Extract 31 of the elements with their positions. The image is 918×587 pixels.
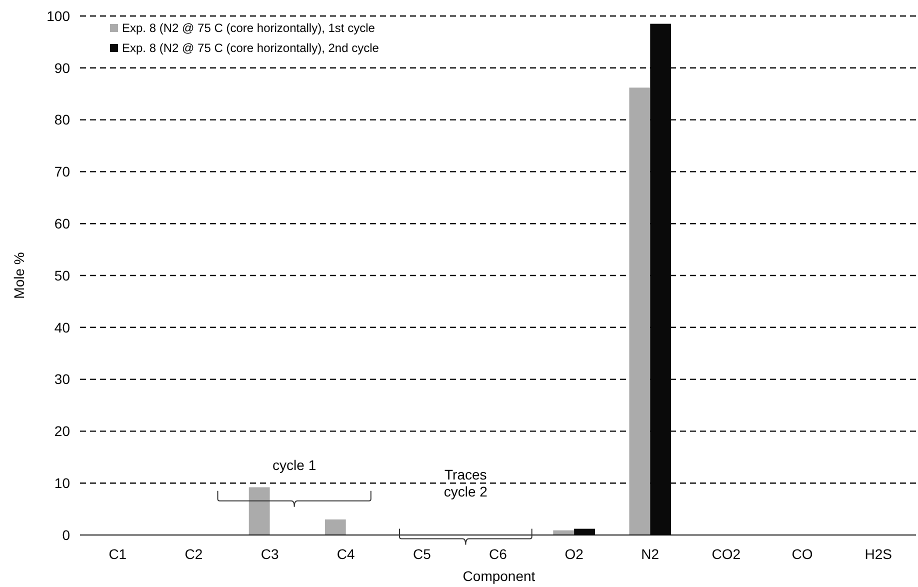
- x-tick-label: C2: [184, 546, 203, 562]
- y-tick-label: 10: [54, 475, 70, 491]
- legend-label: Exp. 8 (N2 @ 75 C (core horizontally), 1st cycle: [122, 21, 376, 36]
- y-tick-label: 20: [54, 423, 70, 440]
- annotation: Traces cycle 2: [444, 466, 488, 500]
- x-tick-label: O2: [564, 546, 584, 562]
- x-tick-label: H2S: [864, 546, 892, 562]
- y-tick-label: 30: [54, 371, 70, 388]
- y-axis-title: Mole %: [11, 252, 27, 299]
- legend-label: Exp. 8 (N2 @ 75 C (core horizontally), 2nd cycle: [122, 41, 380, 56]
- y-tick-label: 0: [62, 526, 70, 543]
- bar: [324, 519, 346, 535]
- y-tick-label: 60: [54, 216, 70, 232]
- x-tick-label: N2: [641, 546, 660, 562]
- x-tick-label: CO: [792, 546, 813, 562]
- y-tick-label: 40: [54, 319, 70, 336]
- y-tick-label: 70: [54, 164, 70, 180]
- x-tick-label: C4: [336, 546, 356, 562]
- annotation: cycle 1: [272, 457, 316, 474]
- bar: [629, 88, 650, 535]
- y-tick-label: 90: [54, 60, 70, 76]
- x-tick-label: C6: [489, 546, 508, 562]
- bar: [248, 487, 270, 535]
- y-tick-label: 100: [46, 8, 70, 24]
- x-axis-title: Component: [462, 568, 536, 584]
- x-tick-label: C1: [108, 546, 127, 562]
- x-tick-label: C5: [412, 546, 432, 562]
- y-tick-label: 80: [54, 112, 70, 128]
- x-tick-label: CO2: [712, 546, 741, 562]
- x-tick-label: C3: [260, 546, 279, 562]
- y-tick-label: 50: [54, 267, 70, 284]
